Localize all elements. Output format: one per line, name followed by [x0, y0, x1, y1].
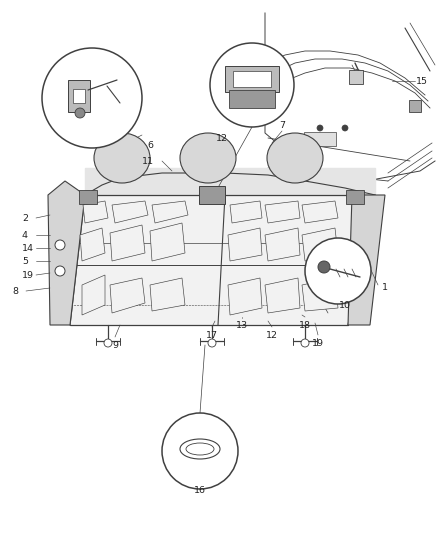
Text: 16: 16 — [194, 487, 205, 496]
Polygon shape — [301, 201, 337, 223]
Circle shape — [341, 125, 347, 131]
Polygon shape — [227, 278, 261, 315]
Text: 13: 13 — [235, 320, 247, 329]
FancyBboxPatch shape — [303, 132, 335, 146]
FancyBboxPatch shape — [73, 89, 85, 103]
Polygon shape — [70, 195, 374, 325]
FancyBboxPatch shape — [229, 90, 274, 108]
Circle shape — [75, 108, 85, 118]
Polygon shape — [347, 195, 384, 325]
Text: 1: 1 — [381, 284, 387, 293]
Text: 19: 19 — [22, 271, 34, 279]
FancyBboxPatch shape — [198, 186, 225, 204]
Text: 15: 15 — [415, 77, 427, 85]
FancyBboxPatch shape — [408, 100, 420, 112]
Polygon shape — [82, 275, 105, 315]
FancyBboxPatch shape — [233, 71, 270, 87]
Circle shape — [317, 261, 329, 273]
Circle shape — [55, 240, 65, 250]
Text: 4: 4 — [22, 230, 28, 239]
Circle shape — [162, 413, 237, 489]
Ellipse shape — [94, 133, 150, 183]
FancyBboxPatch shape — [79, 190, 97, 204]
FancyBboxPatch shape — [68, 80, 90, 112]
Circle shape — [104, 339, 112, 347]
Circle shape — [346, 256, 356, 266]
Polygon shape — [230, 201, 261, 223]
Polygon shape — [110, 278, 145, 313]
Text: 17: 17 — [205, 330, 218, 340]
Text: 18: 18 — [298, 320, 310, 329]
Circle shape — [42, 48, 141, 148]
Circle shape — [300, 339, 308, 347]
Polygon shape — [265, 228, 299, 261]
Circle shape — [304, 238, 370, 304]
Polygon shape — [227, 228, 261, 261]
Polygon shape — [301, 278, 337, 311]
Polygon shape — [150, 278, 184, 311]
Polygon shape — [112, 201, 148, 223]
Text: 10: 10 — [338, 301, 350, 310]
Polygon shape — [265, 201, 299, 223]
Text: 9: 9 — [112, 341, 118, 350]
Text: 19: 19 — [311, 338, 323, 348]
Polygon shape — [152, 201, 187, 223]
FancyBboxPatch shape — [345, 190, 363, 204]
Ellipse shape — [266, 133, 322, 183]
Polygon shape — [80, 228, 105, 261]
Text: 7: 7 — [279, 120, 284, 130]
Circle shape — [55, 266, 65, 276]
Polygon shape — [110, 225, 145, 261]
Ellipse shape — [186, 443, 213, 455]
Text: 14: 14 — [22, 244, 34, 253]
Text: 11: 11 — [141, 157, 154, 166]
Polygon shape — [301, 228, 337, 261]
Text: 6: 6 — [147, 141, 153, 149]
Text: 12: 12 — [215, 133, 227, 142]
Text: 8: 8 — [12, 287, 18, 295]
Ellipse shape — [180, 439, 219, 459]
Text: 5: 5 — [22, 256, 28, 265]
Ellipse shape — [180, 133, 236, 183]
Text: 12: 12 — [265, 330, 277, 340]
Circle shape — [208, 339, 215, 347]
Circle shape — [209, 43, 293, 127]
Circle shape — [316, 125, 322, 131]
Text: 2: 2 — [22, 214, 28, 222]
Polygon shape — [150, 223, 184, 261]
Polygon shape — [265, 278, 299, 313]
Polygon shape — [48, 181, 85, 325]
FancyBboxPatch shape — [348, 70, 362, 84]
Polygon shape — [83, 201, 108, 223]
FancyBboxPatch shape — [225, 66, 279, 92]
